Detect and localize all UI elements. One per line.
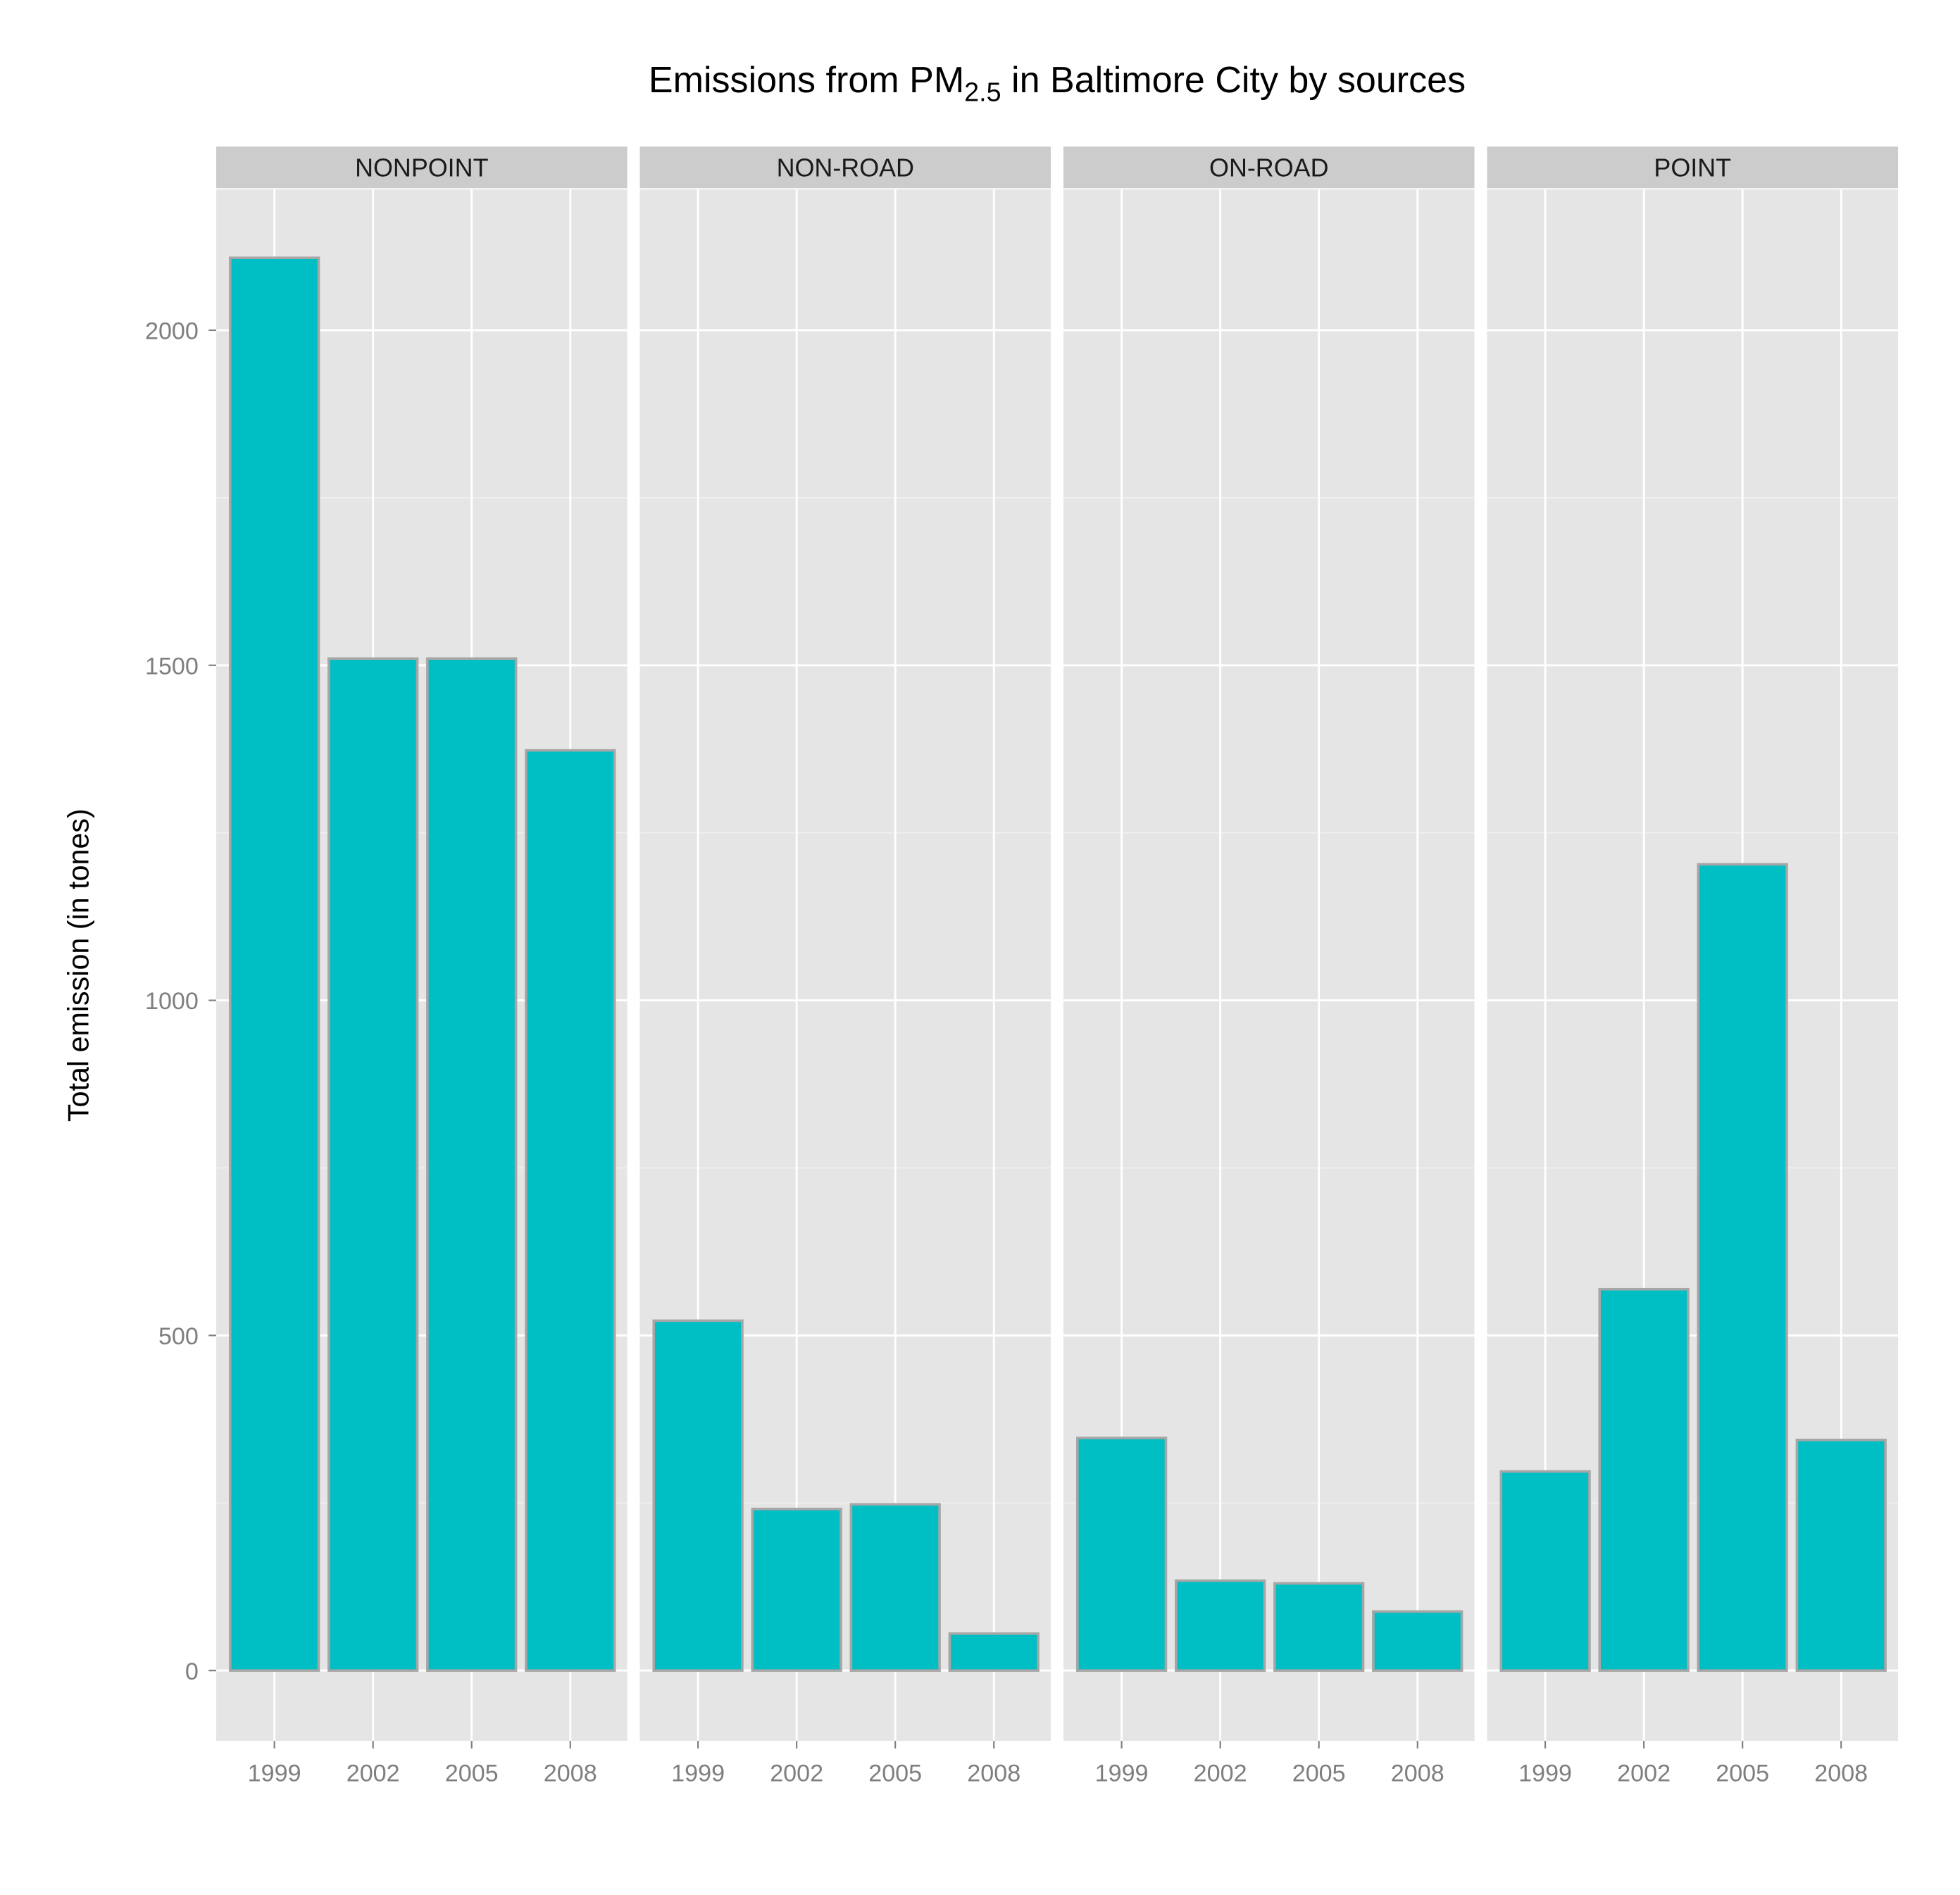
y-tick-label: 500 [158, 1323, 199, 1350]
bar-non-road-2002 [751, 1508, 842, 1672]
x-tick-label: 2008 [1814, 1760, 1868, 1787]
facet-panel-on-road: ON-ROAD 1999 2002 2005 2008 [1063, 146, 1475, 1787]
bar-nonpoint-2002 [327, 657, 419, 1672]
y-axis: 0 500 1000 1500 2000 [145, 318, 217, 1685]
y-tick-label: 1500 [145, 653, 199, 680]
facet-strip [1063, 146, 1475, 189]
x-tick-label: 2002 [770, 1760, 823, 1787]
x-tick-label: 2008 [967, 1760, 1020, 1787]
chart-title-suffix: in Baltimore City by sources [1001, 60, 1466, 101]
x-tick-label: 2005 [445, 1760, 499, 1787]
facet-strip-label: NON-ROAD [777, 154, 914, 182]
facet-panels: NONPOINT 1999 2002 2005 2008 NON-ROAD 1999 2002… [216, 146, 1899, 1787]
bar-point-2005 [1697, 863, 1788, 1672]
x-tick-label: 2008 [1391, 1760, 1444, 1787]
bar-point-2002 [1598, 1287, 1690, 1672]
bar-on-road-2002 [1175, 1579, 1266, 1672]
bar-on-road-2008 [1372, 1610, 1463, 1672]
bar-nonpoint-2005 [426, 657, 518, 1672]
x-tick-label: 1999 [671, 1760, 725, 1787]
y-axis-title: Total emission (in tones) [63, 808, 95, 1122]
x-tick-label: 2002 [1194, 1760, 1247, 1787]
y-tick-label: 1000 [145, 988, 199, 1015]
x-tick-label: 1999 [1095, 1760, 1149, 1787]
facet-strip [216, 146, 628, 189]
bar-point-1999 [1499, 1470, 1591, 1672]
facet-strip-label: NONPOINT [355, 154, 489, 182]
bar-non-road-2008 [948, 1632, 1040, 1672]
x-tick-label: 2002 [347, 1760, 400, 1787]
bar-on-road-2005 [1273, 1582, 1365, 1672]
bar-non-road-1999 [652, 1319, 744, 1672]
bar-nonpoint-1999 [228, 256, 320, 1672]
chart-title-subscript: 2.5 [964, 77, 1001, 107]
facet-panel-non-road: NON-ROAD 1999 2002 2005 2008 [639, 146, 1051, 1787]
facet-panel-point: POINT 1999 2002 2005 2008 [1487, 146, 1899, 1787]
x-tick-label: 2005 [1716, 1760, 1769, 1787]
x-tick-label: 2005 [1292, 1760, 1346, 1787]
bar-non-road-2005 [849, 1503, 941, 1672]
x-tick-label: 2005 [868, 1760, 922, 1787]
facet-strip-label: ON-ROAD [1209, 154, 1328, 182]
x-tick-label: 2008 [544, 1760, 597, 1787]
bar-on-road-1999 [1075, 1437, 1168, 1672]
y-tick-label: 2000 [145, 318, 199, 345]
y-tick-label: 0 [185, 1658, 199, 1685]
chart-title: Emissions from PM2.5 in Baltimore City b… [649, 60, 1466, 107]
facet-strip [1487, 146, 1899, 189]
facet-strip-label: POINT [1654, 154, 1731, 182]
bar-point-2008 [1795, 1439, 1887, 1672]
x-tick-label: 1999 [248, 1760, 301, 1787]
bar-nonpoint-2008 [525, 749, 616, 1672]
x-tick-label: 1999 [1518, 1760, 1572, 1787]
chart-title-prefix: Emissions from PM [649, 60, 964, 101]
x-tick-label: 2002 [1617, 1760, 1671, 1787]
facet-panel-nonpoint: NONPOINT 1999 2002 2005 2008 [216, 146, 628, 1787]
facet-strip [639, 146, 1051, 189]
